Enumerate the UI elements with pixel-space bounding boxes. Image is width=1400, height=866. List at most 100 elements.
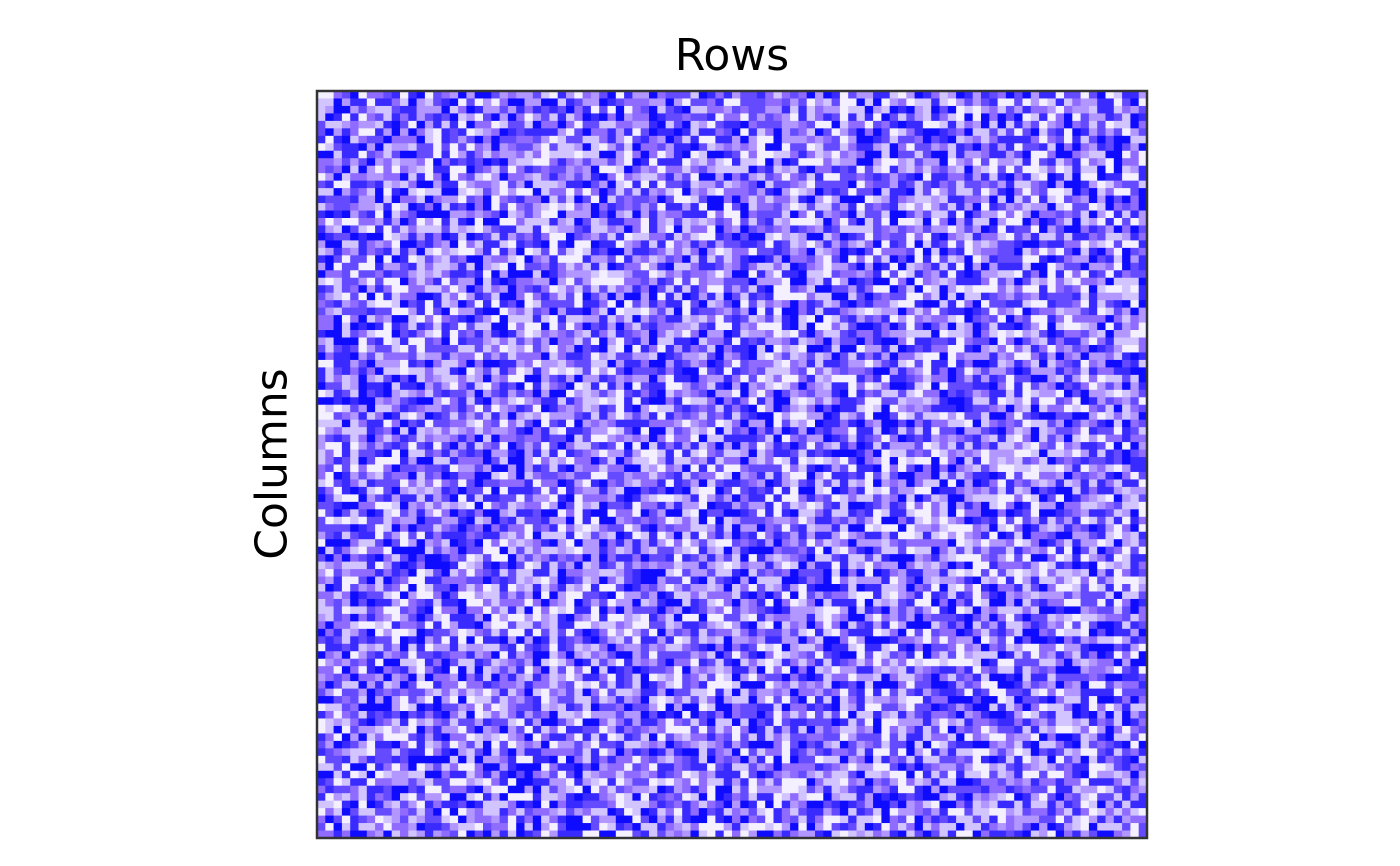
heatmap-cell: [781, 255, 791, 264]
heatmap-cell: [873, 262, 882, 271]
heatmap-cell: [831, 344, 841, 353]
heatmap-cell: [491, 330, 500, 338]
heatmap-cell: [341, 203, 351, 211]
heatmap-cell: [516, 195, 525, 204]
heatmap-cell: [1005, 352, 1015, 361]
heatmap-cell: [1064, 135, 1073, 144]
heatmap-cell: [765, 397, 774, 406]
heatmap-cell: [707, 404, 716, 413]
heatmap-cell: [815, 292, 824, 301]
heatmap-cell: [906, 120, 915, 129]
heatmap-cell: [582, 210, 592, 219]
heatmap-cell: [574, 315, 583, 323]
heatmap-cell: [831, 113, 841, 122]
heatmap-cell: [1022, 404, 1032, 413]
heatmap-cell: [416, 120, 426, 129]
heatmap-cell: [350, 307, 359, 316]
heatmap-cell: [1055, 135, 1065, 144]
heatmap-cell: [483, 292, 492, 301]
heatmap-cell: [366, 150, 376, 159]
heatmap-cell: [1130, 419, 1140, 428]
heatmap-cell: [806, 232, 816, 241]
heatmap-cell: [1005, 217, 1015, 226]
heatmap-cell: [1005, 232, 1015, 241]
heatmap-cell: [1005, 337, 1015, 346]
heatmap-cell: [997, 367, 1007, 376]
heatmap-cell: [823, 247, 832, 256]
heatmap-cell: [1097, 352, 1106, 361]
heatmap-cell: [864, 292, 874, 301]
heatmap-cell: [325, 397, 334, 406]
heatmap-cell: [449, 359, 459, 368]
heatmap-cell: [599, 270, 608, 279]
heatmap-cell: [1005, 98, 1015, 107]
heatmap-cell: [383, 180, 393, 189]
heatmap-cell: [358, 330, 368, 338]
heatmap-cell: [881, 337, 891, 346]
heatmap-cell: [1072, 397, 1081, 406]
heatmap-cell: [715, 120, 725, 129]
heatmap-cell: [366, 188, 376, 196]
heatmap-cell: [806, 352, 816, 361]
heatmap-cell: [740, 98, 749, 107]
heatmap-cell: [848, 434, 857, 443]
heatmap-cell: [806, 359, 816, 368]
heatmap-cell: [408, 150, 417, 159]
heatmap-cell: [640, 397, 650, 406]
heatmap-cell: [624, 300, 633, 309]
heatmap-cell: [632, 322, 642, 331]
heatmap-cell: [566, 344, 575, 353]
heatmap-cell: [898, 374, 907, 383]
heatmap-cell: [723, 359, 733, 368]
heatmap-cell: [848, 247, 857, 256]
heatmap-cell: [424, 165, 434, 174]
heatmap-cell: [864, 457, 874, 465]
heatmap-cell: [1105, 210, 1115, 219]
heatmap-cell: [516, 367, 525, 376]
heatmap-cell: [1030, 322, 1040, 331]
heatmap-cell: [524, 158, 534, 167]
heatmap-cell: [516, 449, 525, 458]
heatmap-cell: [333, 217, 343, 226]
heatmap-cell: [499, 367, 509, 376]
heatmap-cell: [815, 91, 824, 99]
heatmap-cell: [773, 165, 783, 174]
heatmap-cell: [956, 158, 965, 167]
heatmap-cell: [873, 247, 882, 256]
heatmap-cell: [715, 262, 725, 271]
heatmap-cell: [350, 225, 359, 234]
heatmap-cell: [756, 449, 766, 458]
heatmap-cell: [1064, 203, 1073, 211]
heatmap-cell: [632, 247, 642, 256]
heatmap-cell: [665, 442, 675, 450]
heatmap-cell: [682, 382, 691, 391]
heatmap-cell: [1047, 307, 1057, 316]
heatmap-cell: [698, 128, 708, 137]
heatmap-cell: [607, 397, 617, 406]
heatmap-cell: [773, 135, 783, 144]
heatmap-cell: [964, 277, 974, 286]
heatmap-cell: [1088, 449, 1098, 458]
heatmap-cell: [790, 210, 799, 219]
heatmap-cell: [657, 188, 666, 196]
heatmap-cell: [889, 150, 899, 159]
heatmap-cell: [682, 367, 691, 376]
heatmap-cell: [989, 135, 998, 144]
heatmap-cell: [1113, 120, 1123, 129]
heatmap-cell: [1039, 315, 1048, 323]
heatmap-cell: [657, 337, 666, 346]
heatmap-cell: [707, 344, 716, 353]
heatmap-cell: [350, 359, 359, 368]
heatmap-cell: [773, 210, 783, 219]
heatmap-cell: [765, 427, 774, 436]
heatmap-cell: [956, 330, 965, 338]
heatmap-cell: [856, 195, 866, 204]
heatmap-cell: [956, 374, 965, 383]
heatmap-cell: [898, 210, 907, 219]
heatmap-cell: [524, 337, 534, 346]
heatmap-cell: [1005, 128, 1015, 137]
heatmap-cell: [1022, 270, 1032, 279]
heatmap-cell: [765, 173, 774, 182]
heatmap-cell: [748, 270, 758, 279]
heatmap-cell: [898, 173, 907, 182]
